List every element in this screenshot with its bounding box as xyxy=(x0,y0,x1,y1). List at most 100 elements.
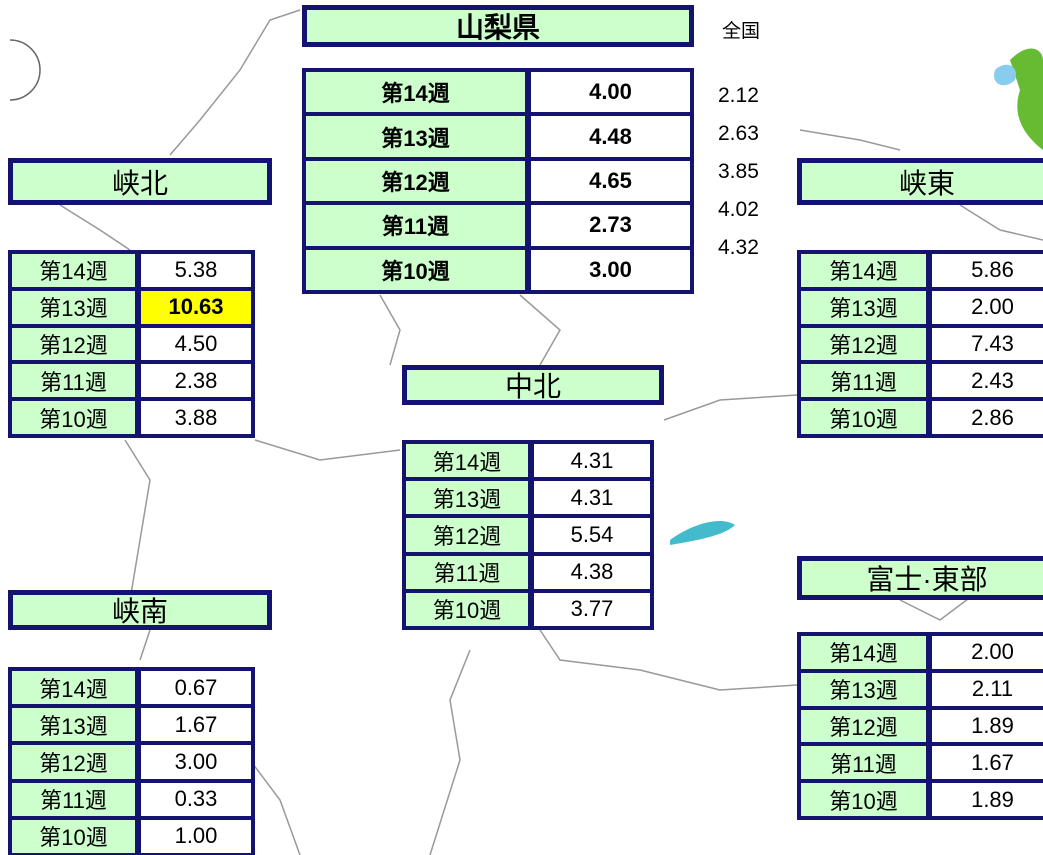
weekly-value: 4.38 xyxy=(534,555,650,589)
week-label: 第11週 xyxy=(406,555,528,589)
table-row: 第11週 2.43 xyxy=(801,364,1043,398)
national-value: 2.63 xyxy=(718,122,759,145)
week-label: 第14週 xyxy=(801,636,926,669)
region-table: 第14週 2.00 第13週 2.11 第12週 1.89 第11週 1.67 第10週 1.89 xyxy=(797,632,1043,820)
weekly-value: 1.89 xyxy=(932,709,1043,743)
week-label: 第11週 xyxy=(306,205,525,246)
weekly-value: 4.48 xyxy=(531,116,690,157)
weekly-value: 4.50 xyxy=(141,327,251,361)
week-label: 第13週 xyxy=(12,708,135,742)
weekly-value: 10.63 xyxy=(141,290,251,324)
weekly-value: 2.43 xyxy=(932,364,1043,398)
weekly-value: 0.67 xyxy=(141,671,251,705)
table-row: 第14週 5.86 xyxy=(801,254,1043,287)
weekly-value: 4.65 xyxy=(531,160,690,202)
weekly-value: 1.67 xyxy=(141,708,251,742)
week-label: 第11週 xyxy=(12,364,135,398)
region-table: 第14週 0.67 第13週 1.67 第12週 3.00 第11週 0.33 第10週 1.00 xyxy=(8,667,255,855)
week-label: 第14週 xyxy=(306,72,525,113)
weekly-value: 1.00 xyxy=(141,819,251,854)
week-label: 第13週 xyxy=(801,672,926,706)
weekly-value: 2.00 xyxy=(932,636,1043,669)
table-row: 第10週 1.00 xyxy=(12,819,251,854)
table-row: 第13週 1.67 xyxy=(12,708,251,742)
region-title: 峡東 xyxy=(797,158,1043,205)
weekly-value: 3.88 xyxy=(141,401,251,434)
weekly-value: 4.31 xyxy=(534,481,650,515)
table-row: 第14週 4.00 xyxy=(306,72,690,113)
week-label: 第14週 xyxy=(406,444,528,478)
region-table: 第14週 4.31 第13週 4.31 第12週 5.54 第11週 4.38 第10週 3.77 xyxy=(402,440,654,630)
table-row: 第13週 2.11 xyxy=(801,672,1043,706)
weekly-value: 2.38 xyxy=(141,364,251,398)
weekly-value: 2.11 xyxy=(932,672,1043,706)
table-row: 第14週 4.31 xyxy=(406,444,650,478)
week-label: 第11週 xyxy=(801,746,926,780)
weekly-value: 4.31 xyxy=(534,444,650,478)
region-table: 第14週 5.38 第13週 10.63 第12週 4.50 第11週 2.38 第10週 3.8… xyxy=(8,250,255,438)
table-row: 第12週 1.89 xyxy=(801,709,1043,743)
table-row: 第12週 4.50 xyxy=(12,327,251,361)
national-value: 3.85 xyxy=(718,160,759,183)
table-row: 第14週 0.67 xyxy=(12,671,251,705)
table-row: 第14週 5.38 xyxy=(12,254,251,287)
table-row: 第14週 2.00 xyxy=(801,636,1043,669)
week-label: 第10週 xyxy=(801,783,926,816)
week-label: 第13週 xyxy=(406,481,528,515)
table-row: 第10週 1.89 xyxy=(801,783,1043,816)
week-label: 第11週 xyxy=(12,782,135,816)
region-title: 峡南 xyxy=(8,590,272,630)
week-label: 第12週 xyxy=(801,709,926,743)
week-label: 第10週 xyxy=(12,401,135,434)
weekly-value: 2.00 xyxy=(932,290,1043,324)
table-row: 第11週 2.73 xyxy=(306,205,690,246)
weekly-value: 2.73 xyxy=(531,205,690,246)
prefecture-table: 第14週 4.00 第13週 4.48 第12週 4.65 第11週 2.73 第10週 3.00 xyxy=(302,68,694,294)
week-label: 第14週 xyxy=(801,254,926,287)
week-label: 第10週 xyxy=(12,819,135,854)
table-row: 第13週 4.48 xyxy=(306,116,690,157)
weekly-value: 1.89 xyxy=(932,783,1043,816)
table-row: 第10週 2.86 xyxy=(801,401,1043,434)
weekly-value: 3.77 xyxy=(534,592,650,627)
week-label: 第10週 xyxy=(306,249,525,291)
weekly-value: 3.00 xyxy=(531,249,690,291)
table-row: 第12週 4.65 xyxy=(306,160,690,202)
table-row: 第10週 3.77 xyxy=(406,592,650,627)
weekly-value: 3.00 xyxy=(141,745,251,779)
table-row: 第10週 3.00 xyxy=(306,249,690,291)
national-value: 4.02 xyxy=(718,198,759,221)
weekly-value: 1.67 xyxy=(932,746,1043,780)
table-row: 第12週 5.54 xyxy=(406,518,650,552)
weekly-value: 5.86 xyxy=(932,254,1043,287)
week-label: 第10週 xyxy=(801,401,926,434)
region-title: 中北 xyxy=(402,365,664,405)
table-row: 第11週 1.67 xyxy=(801,746,1043,780)
table-row: 第11週 4.38 xyxy=(406,555,650,589)
week-label: 第12週 xyxy=(306,160,525,202)
table-row: 第12週 7.43 xyxy=(801,327,1043,361)
week-label: 第10週 xyxy=(406,592,528,627)
week-label: 第14週 xyxy=(12,254,135,287)
weekly-value: 5.54 xyxy=(534,518,650,552)
week-label: 第14週 xyxy=(12,671,135,705)
table-row: 第12週 3.00 xyxy=(12,745,251,779)
weekly-value: 0.33 xyxy=(141,782,251,816)
weekly-value: 2.86 xyxy=(932,401,1043,434)
week-label: 第12週 xyxy=(12,745,135,779)
week-label: 第11週 xyxy=(801,364,926,398)
table-row: 第13週 10.63 xyxy=(12,290,251,324)
week-label: 第12週 xyxy=(12,327,135,361)
weekly-value: 4.00 xyxy=(531,72,690,113)
national-value: 2.12 xyxy=(718,84,759,107)
week-label: 第13週 xyxy=(306,116,525,157)
week-label: 第13週 xyxy=(12,290,135,324)
prefecture-title: 山梨県 xyxy=(302,5,694,47)
table-row: 第11週 0.33 xyxy=(12,782,251,816)
week-label: 第12週 xyxy=(406,518,528,552)
national-label: 全国 xyxy=(722,21,761,42)
region-title: 富士·東部 xyxy=(797,556,1043,600)
table-row: 第13週 2.00 xyxy=(801,290,1043,324)
week-label: 第12週 xyxy=(801,327,926,361)
